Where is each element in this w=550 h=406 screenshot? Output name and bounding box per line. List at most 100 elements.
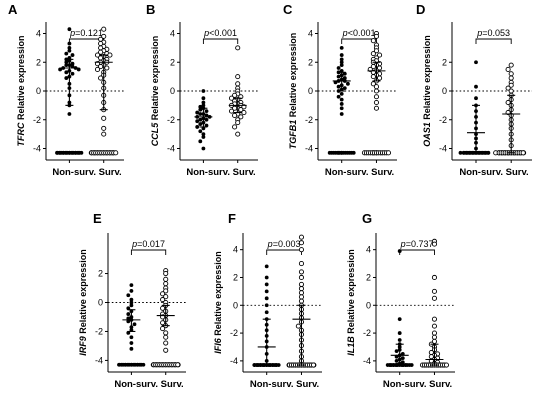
gene-name: IRF9: [78, 336, 88, 356]
p-symbol: p: [476, 28, 482, 38]
data-point-survivor: [101, 26, 107, 32]
data-point-non-survivor: [70, 53, 75, 57]
data-point-non-survivor: [198, 117, 203, 122]
data-point-non-survivor: [67, 45, 72, 50]
data-point-survivor: [163, 334, 169, 340]
p-value: 0.053: [487, 28, 510, 38]
chart-panel-f: F -4 -2 0 2 4 IFI6 Relative expression Non-surv…: [213, 211, 322, 390]
data-point-non-survivor: [264, 310, 269, 315]
data-point-survivor: [370, 74, 376, 80]
data-point-survivor: [94, 66, 101, 72]
x-category-label: Non-surv.: [383, 379, 427, 390]
data-point-survivor: [228, 95, 235, 101]
data-point-non-survivor: [336, 66, 341, 70]
chart-panel-e: E -4 -2 0 2 IRF9 Relative expression Non-surv.…: [78, 211, 186, 390]
data-point-survivor: [104, 65, 110, 71]
data-point-survivor: [163, 288, 169, 294]
data-point-non-survivor: [339, 112, 344, 116]
p-equals: =: [75, 28, 80, 38]
data-point-non-survivor: [198, 122, 203, 126]
data-point-non-survivor: [394, 349, 399, 354]
y-tick-label: 0: [442, 86, 447, 96]
y-tick-label: -2: [230, 328, 238, 338]
y-tick-label: 0: [308, 86, 313, 96]
data-point-non-survivor: [336, 74, 341, 79]
floor-data-point: [351, 150, 356, 155]
p-symbol: p: [267, 239, 273, 249]
p-equals: =: [137, 239, 142, 249]
panel-letter: F: [228, 211, 236, 226]
data-point-non-survivor: [64, 70, 69, 75]
data-point-non-survivor: [126, 312, 131, 316]
y-tick-label: -4: [230, 356, 238, 366]
data-point-survivor: [232, 112, 238, 118]
data-point-survivor: [163, 281, 169, 287]
data-point-survivor: [101, 125, 107, 131]
data-point-non-survivor: [397, 317, 402, 322]
data-point-non-survivor: [64, 76, 69, 80]
data-point-survivor: [298, 298, 305, 304]
data-point-survivor: [431, 288, 438, 294]
data-point-non-survivor: [339, 45, 344, 50]
panel-letter: B: [146, 2, 155, 17]
floor-data-point: [141, 362, 146, 367]
y-axis-label-suffix: Relative expression: [288, 33, 298, 120]
data-point-survivor: [431, 295, 438, 301]
y-tick-label: 4: [308, 29, 313, 39]
data-point-non-survivor: [264, 282, 269, 287]
p-value-label: p=0.053: [476, 28, 510, 38]
x-category-labels: Non-surv. Surv.: [459, 167, 528, 178]
data-point-survivor: [235, 131, 241, 137]
data-point-survivor: [370, 51, 376, 57]
y-axis-label-suffix: Relative expression: [150, 36, 160, 123]
data-point-survivor: [160, 305, 166, 311]
data-point-non-survivor: [201, 100, 206, 105]
p-value: <0.001: [209, 28, 237, 38]
y-tick-label: 2: [442, 57, 447, 67]
data-point-survivor: [101, 131, 107, 137]
p-value-label: p=0.121: [69, 28, 103, 38]
data-point-survivor: [298, 269, 305, 275]
y-tick-label: 0: [36, 86, 41, 96]
data-point-survivor: [163, 276, 169, 282]
gene-name: IL1B: [346, 336, 356, 356]
data-point-non-survivor: [400, 356, 405, 360]
y-tick-label: -4: [95, 355, 103, 365]
y-tick-label: -2: [439, 115, 447, 125]
y-tick-label: -2: [305, 115, 313, 125]
data-point-survivor: [505, 85, 511, 91]
data-point-non-survivor: [70, 61, 75, 66]
data-point-survivor: [295, 323, 301, 329]
data-point-survivor: [163, 347, 169, 353]
x-category-labels: Non-surv. Surv.: [114, 379, 183, 390]
y-axis-label: IL1B Relative expression: [346, 249, 356, 356]
data-point-survivor: [373, 99, 380, 106]
data-point-survivor: [508, 71, 514, 77]
y-tick-label: 2: [233, 272, 238, 282]
data-point-survivor: [298, 247, 305, 253]
x-category-label: Surv.: [506, 167, 529, 178]
data-point-survivor: [370, 64, 376, 70]
data-point-survivor: [160, 297, 166, 303]
data-point-survivor: [431, 330, 438, 336]
chart-panel-g: G -4 -2 0 2 4 IL1B Relative expression Non-surv…: [346, 211, 455, 390]
x-category-label: Surv.: [99, 167, 122, 178]
data-point-non-survivor: [474, 60, 478, 65]
data-point-non-survivor: [201, 135, 206, 139]
data-point-survivor: [377, 75, 383, 81]
x-category-label: Non-surv.: [114, 379, 158, 390]
data-point-survivor: [373, 105, 380, 111]
p-value: 0.737: [411, 239, 434, 249]
data-point-non-survivor: [394, 358, 399, 363]
y-tick-label: -2: [167, 115, 175, 125]
data-point-non-survivor: [339, 63, 344, 68]
data-point-survivor: [508, 62, 514, 68]
data-point-survivor: [298, 281, 305, 287]
data-point-survivor: [373, 88, 380, 94]
x-category-labels: Non-surv. Surv.: [250, 379, 319, 390]
data-point-survivor: [373, 94, 380, 100]
x-category-labels: Non-surv. Surv.: [186, 167, 255, 178]
data-point-survivor: [232, 105, 238, 111]
data-point-survivor: [431, 334, 438, 340]
data-point-non-survivor: [339, 53, 344, 57]
